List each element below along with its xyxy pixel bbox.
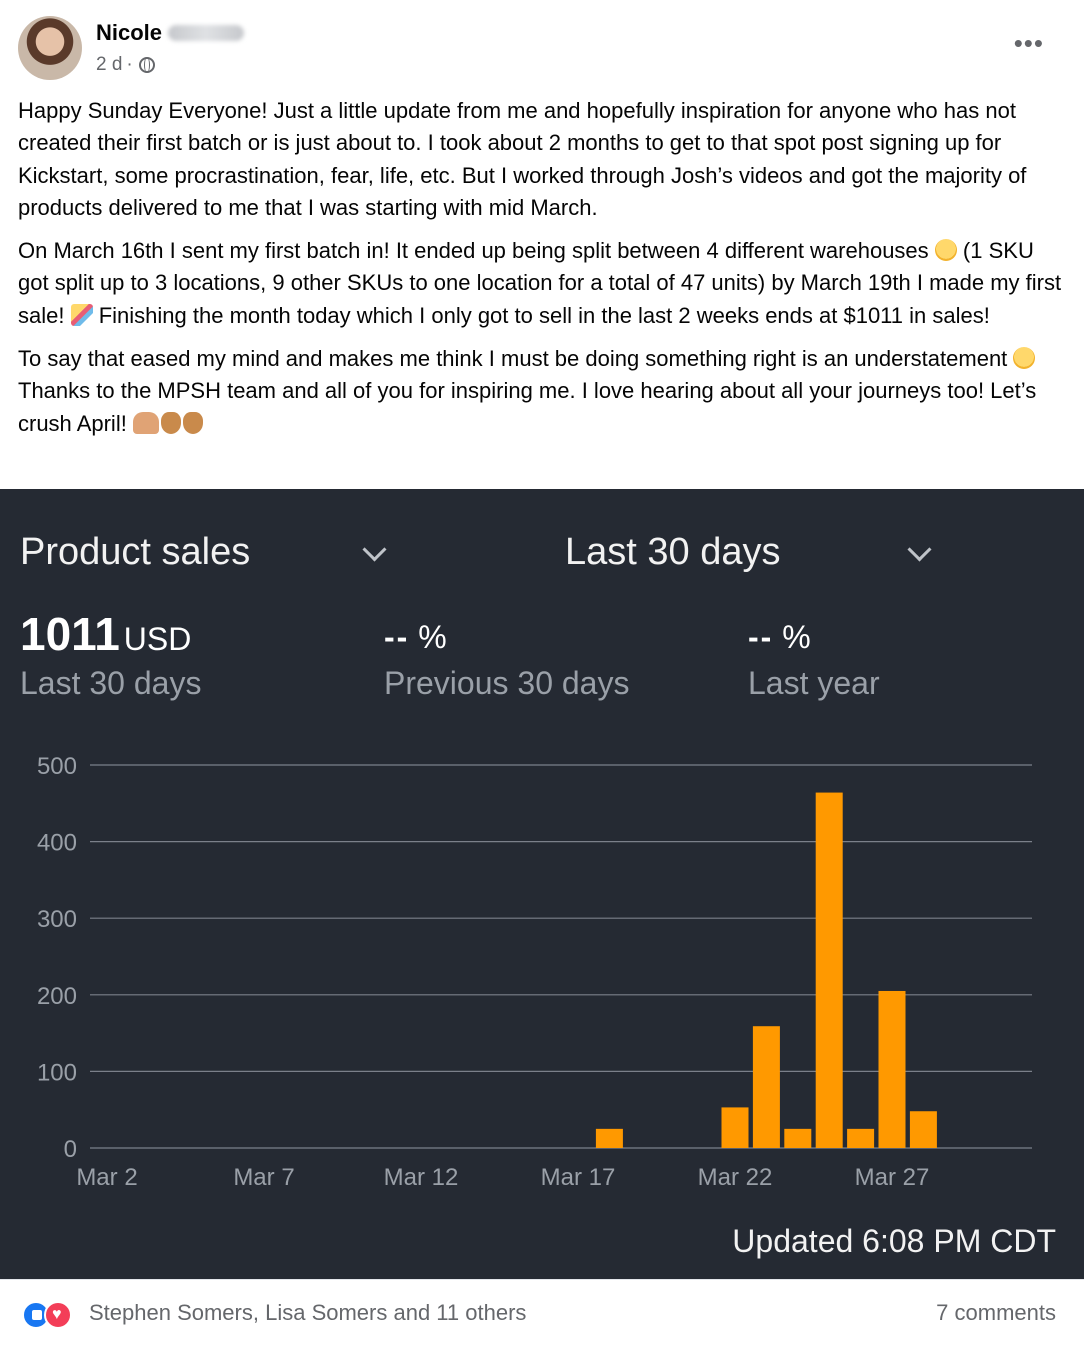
range-dropdown-label: Last 30 days bbox=[565, 531, 781, 573]
total-sales-value: 1011 bbox=[20, 608, 120, 660]
paragraph-2-text-a: On March 16th I sent my first batch in! … bbox=[18, 238, 929, 264]
x-tick-label: Mar 7 bbox=[233, 1164, 294, 1191]
paragraph-1-text: Happy Sunday Everyone! Just a little upd… bbox=[18, 98, 1027, 220]
y-tick-label: 100 bbox=[37, 1059, 77, 1086]
last-year-sign: % bbox=[782, 619, 811, 655]
paragraph-2-text-b: (1 SKU got split up to 3 locations, 9 ot… bbox=[18, 238, 1062, 328]
money-bag-emoji-icon-2 bbox=[182, 411, 203, 434]
love-icon bbox=[44, 1301, 72, 1329]
previous-period-caption: Previous 30 days bbox=[384, 665, 630, 701]
money-bag-emoji-icon bbox=[160, 411, 181, 434]
sales-bar bbox=[878, 990, 906, 1148]
chevron-down-icon bbox=[362, 537, 387, 562]
total-sales-metric: 1011 USD bbox=[20, 607, 191, 661]
sales-bar bbox=[595, 1128, 623, 1148]
paragraph-3-text-b: Thanks to the MPSH team and all of you f… bbox=[18, 378, 1037, 436]
last-year-value: -- bbox=[748, 619, 774, 655]
x-tick-label: Mar 22 bbox=[698, 1164, 773, 1191]
author-name[interactable]: Nicole bbox=[96, 20, 163, 45]
sales-bar-chart: 0 100 200 300 400 500 Mar 2 Mar 7 Mar 12 Mar 17 Ma… bbox=[37, 753, 1032, 1191]
paragraph-2-text-c: Finishing the month today which I only g… bbox=[98, 302, 990, 328]
x-tick-label: Mar 27 bbox=[855, 1164, 930, 1191]
flushed-emoji-icon bbox=[934, 239, 957, 262]
total-sales-caption: Last 30 days bbox=[20, 665, 202, 701]
meta-separator: · bbox=[126, 54, 133, 75]
paragraph-2: On March 16th I sent my first batch in! … bbox=[18, 235, 1068, 332]
reactors-summary[interactable]: Stephen Somers, Lisa Somers and 11 other… bbox=[89, 1300, 527, 1325]
sales-bar bbox=[752, 1026, 780, 1148]
paragraph-3-text-a: To say that eased my mind and makes me t… bbox=[18, 346, 1008, 372]
author-row: Nicole bbox=[96, 20, 245, 46]
last-year-caption: Last year bbox=[748, 665, 880, 701]
y-tick-label: 500 bbox=[37, 753, 77, 780]
x-tick-label: Mar 12 bbox=[384, 1164, 459, 1191]
total-sales-unit: USD bbox=[123, 621, 192, 657]
author-surname-blurred bbox=[168, 25, 245, 41]
party-popper-emoji-icon bbox=[70, 303, 93, 326]
post-meta: 2 d · bbox=[96, 54, 155, 76]
last-year-metric: -- % bbox=[748, 619, 811, 656]
y-tick-label: 300 bbox=[37, 906, 77, 933]
flexed-biceps-emoji-icon bbox=[132, 411, 159, 434]
comments-count[interactable]: 7 comments bbox=[936, 1300, 1056, 1325]
post-body: Happy Sunday Everyone! Just a little upd… bbox=[18, 95, 1068, 451]
y-tick-label: 400 bbox=[37, 830, 77, 857]
sales-bar bbox=[784, 1128, 812, 1148]
updated-timestamp: Updated 6:08 PM CDT bbox=[732, 1223, 1056, 1259]
sales-dashboard-image[interactable]: Product sales Last 30 days 1011 USD Last … bbox=[0, 489, 1084, 1279]
sales-bar bbox=[721, 1107, 749, 1148]
paragraph-3: To say that eased my mind and makes me t… bbox=[18, 343, 1068, 440]
y-tick-label: 0 bbox=[64, 1136, 77, 1163]
y-tick-label: 200 bbox=[37, 983, 77, 1010]
sales-bar bbox=[909, 1111, 937, 1148]
sales-bar bbox=[847, 1128, 875, 1148]
more-options-icon[interactable]: ••• bbox=[1013, 28, 1044, 58]
chevron-down-icon-2 bbox=[907, 537, 932, 562]
post-header: Nicole 2 d · ••• bbox=[18, 16, 1066, 82]
metric-dropdown-label: Product sales bbox=[20, 531, 251, 573]
globe-icon[interactable] bbox=[138, 57, 155, 73]
previous-period-value: -- bbox=[384, 619, 410, 655]
previous-period-metric: -- % bbox=[384, 619, 447, 656]
reaction-icons[interactable] bbox=[22, 1301, 82, 1331]
post-timestamp[interactable]: 2 d bbox=[96, 54, 123, 75]
sales-bar bbox=[815, 792, 843, 1148]
paragraph-1: Happy Sunday Everyone! Just a little upd… bbox=[18, 95, 1068, 224]
wink-emoji-icon bbox=[1013, 347, 1036, 370]
post-footer: Stephen Somers, Lisa Somers and 11 other… bbox=[0, 1279, 1084, 1353]
x-tick-label: Mar 17 bbox=[541, 1164, 616, 1191]
previous-period-sign: % bbox=[418, 619, 447, 655]
x-tick-label: Mar 2 bbox=[76, 1164, 137, 1191]
author-avatar[interactable] bbox=[18, 16, 82, 80]
